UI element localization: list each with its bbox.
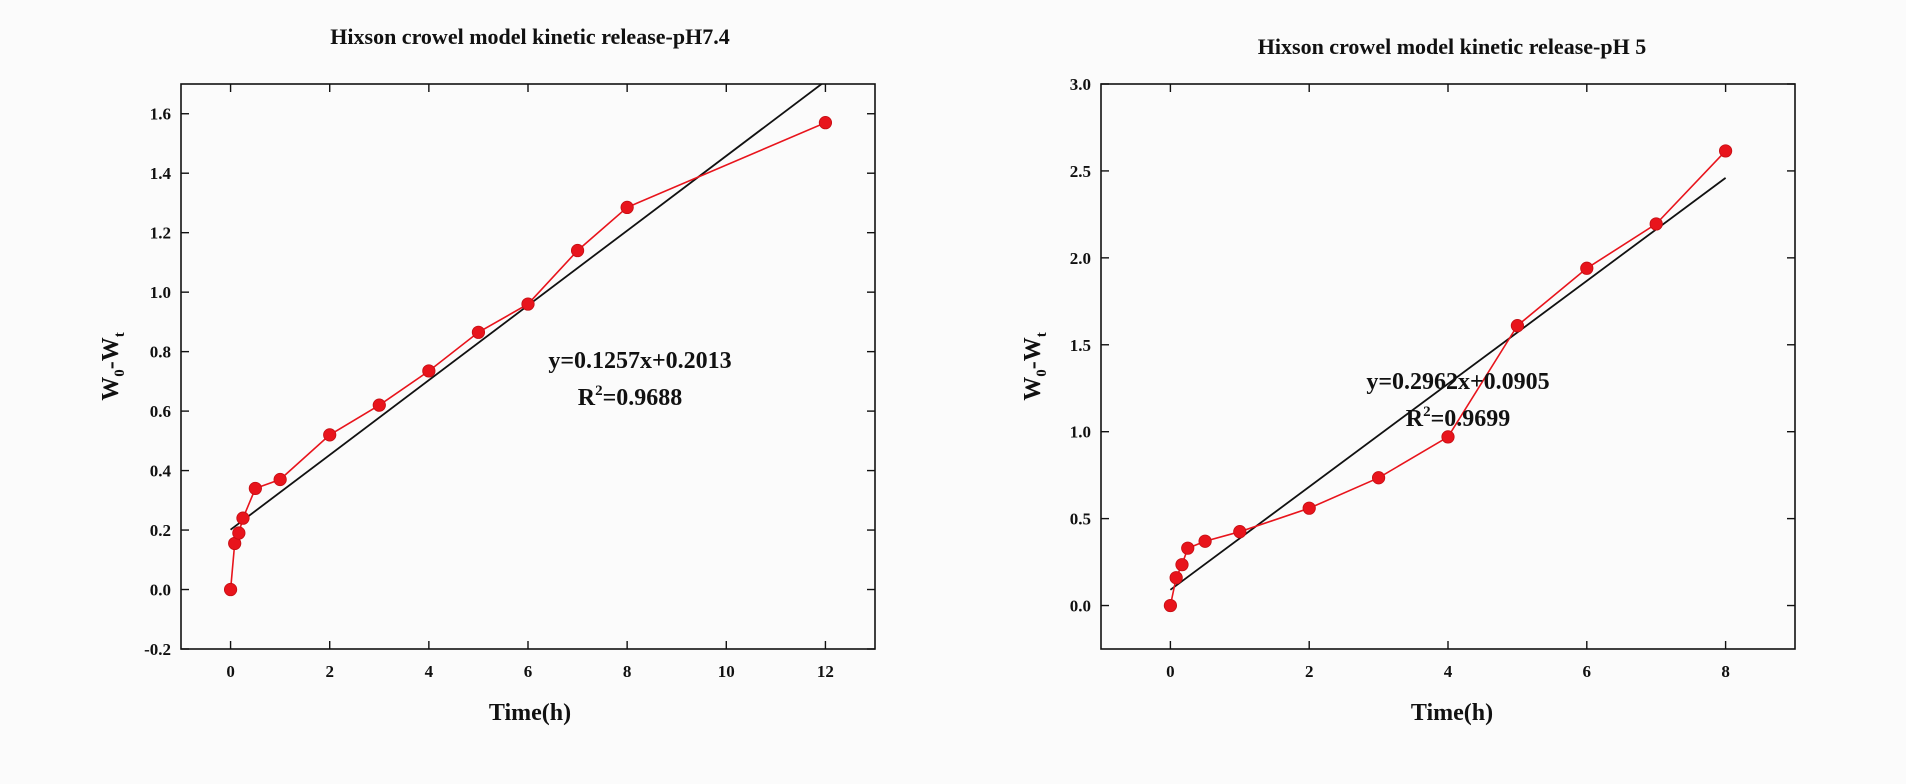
data-point <box>1649 217 1663 231</box>
r-squared: R2=0.9688 <box>578 383 683 411</box>
y-tick-label: 0.4 <box>150 462 172 481</box>
r-squared-superscript: 2 <box>595 383 603 399</box>
r-squared-symbol: R <box>578 385 596 411</box>
y-tick-label: 0.6 <box>150 402 171 421</box>
data-point <box>570 243 585 258</box>
data-point <box>1510 319 1525 333</box>
x-tick-label: 6 <box>1583 662 1592 681</box>
y-tick-label: 1.0 <box>150 283 171 302</box>
x-axis-label: Time(h) <box>489 700 571 726</box>
r-squared-value: =0.9688 <box>603 385 683 411</box>
data-point <box>236 511 250 525</box>
y-tick-label: 3.0 <box>1070 75 1091 94</box>
chart-title: Hixson crowel model kinetic release-pH 5 <box>1258 34 1646 59</box>
y-tick-label: 2.5 <box>1070 162 1091 181</box>
data-point <box>372 398 386 412</box>
y-tick-label: -0.2 <box>144 640 171 659</box>
y-axis-label-subscript: 0 <box>1034 369 1050 377</box>
y-axis-label-part: W <box>1020 377 1046 401</box>
data-point <box>1181 541 1195 555</box>
y-axis-label: W0-Wt <box>98 332 128 401</box>
series-line <box>229 121 826 590</box>
y-tick-label: 1.5 <box>1070 336 1091 355</box>
data-point <box>1169 571 1183 585</box>
chart-1: Hixson crowel model kinetic release-pH7.… <box>98 24 876 726</box>
y-axis-label: W0-Wt <box>1020 332 1050 401</box>
r-squared-superscript: 2 <box>1423 404 1431 420</box>
y-axis-label-part: W <box>98 377 124 401</box>
x-tick-label: 2 <box>325 662 334 681</box>
x-tick-label: 12 <box>817 662 834 681</box>
data-point <box>1175 558 1189 572</box>
chart-2: Hixson crowel model kinetic release-pH 5… <box>1020 34 1796 726</box>
data-point <box>273 472 287 487</box>
r-squared-symbol: R <box>1406 406 1424 432</box>
data-point <box>422 364 436 378</box>
data-point <box>471 325 486 339</box>
fit-equation: y=0.2962x+0.0905 <box>1366 369 1549 395</box>
data-point <box>1233 525 1247 539</box>
y-tick-label: 0.0 <box>150 581 171 600</box>
fit-equation: y=0.1257x+0.2013 <box>548 348 731 374</box>
y-axis-label-part: -W <box>1020 337 1046 369</box>
r-squared-value: =0.9699 <box>1431 406 1511 432</box>
chart-title: Hixson crowel model kinetic release-pH7.… <box>330 24 729 49</box>
data-point <box>1302 501 1316 515</box>
y-tick-label: 0.8 <box>150 343 171 362</box>
data-point <box>232 526 246 540</box>
y-tick-label: 1.0 <box>1070 423 1091 442</box>
x-tick-label: 0 <box>226 662 235 681</box>
x-tick-label: 8 <box>623 662 632 681</box>
data-point <box>323 428 337 442</box>
x-axis-label: Time(h) <box>1411 700 1493 726</box>
fit-line <box>1169 177 1727 591</box>
x-tick-label: 4 <box>425 662 434 681</box>
data-point <box>521 297 535 311</box>
y-tick-label: 1.6 <box>150 105 171 124</box>
data-point <box>223 582 238 597</box>
data-point <box>1719 144 1733 158</box>
data-point <box>620 200 634 215</box>
y-tick-label: 1.2 <box>150 224 171 243</box>
x-tick-label: 8 <box>1721 662 1730 681</box>
data-point <box>248 481 262 496</box>
data-point <box>1441 430 1455 444</box>
data-point <box>818 116 833 130</box>
x-tick-label: 2 <box>1305 662 1314 681</box>
y-axis-label-subscript: t <box>1034 332 1050 337</box>
x-tick-label: 6 <box>524 662 533 681</box>
r-squared: R2=0.9699 <box>1406 404 1511 432</box>
data-point <box>1163 598 1178 613</box>
x-tick-label: 0 <box>1166 662 1175 681</box>
data-point <box>1580 261 1594 275</box>
y-tick-label: 0.0 <box>1070 597 1091 616</box>
y-tick-label: 2.0 <box>1070 249 1091 268</box>
x-tick-label: 10 <box>718 662 735 681</box>
y-axis-label-subscript: t <box>112 332 128 337</box>
data-point <box>1198 534 1212 548</box>
y-axis-label-subscript: 0 <box>112 369 128 377</box>
data-point <box>1372 471 1386 485</box>
y-tick-label: 0.2 <box>150 521 171 540</box>
plot-frame <box>180 83 876 650</box>
y-tick-label: 1.4 <box>150 164 172 183</box>
y-axis-label-part: -W <box>98 337 124 369</box>
y-tick-label: 0.5 <box>1070 510 1091 529</box>
x-tick-label: 4 <box>1444 662 1453 681</box>
